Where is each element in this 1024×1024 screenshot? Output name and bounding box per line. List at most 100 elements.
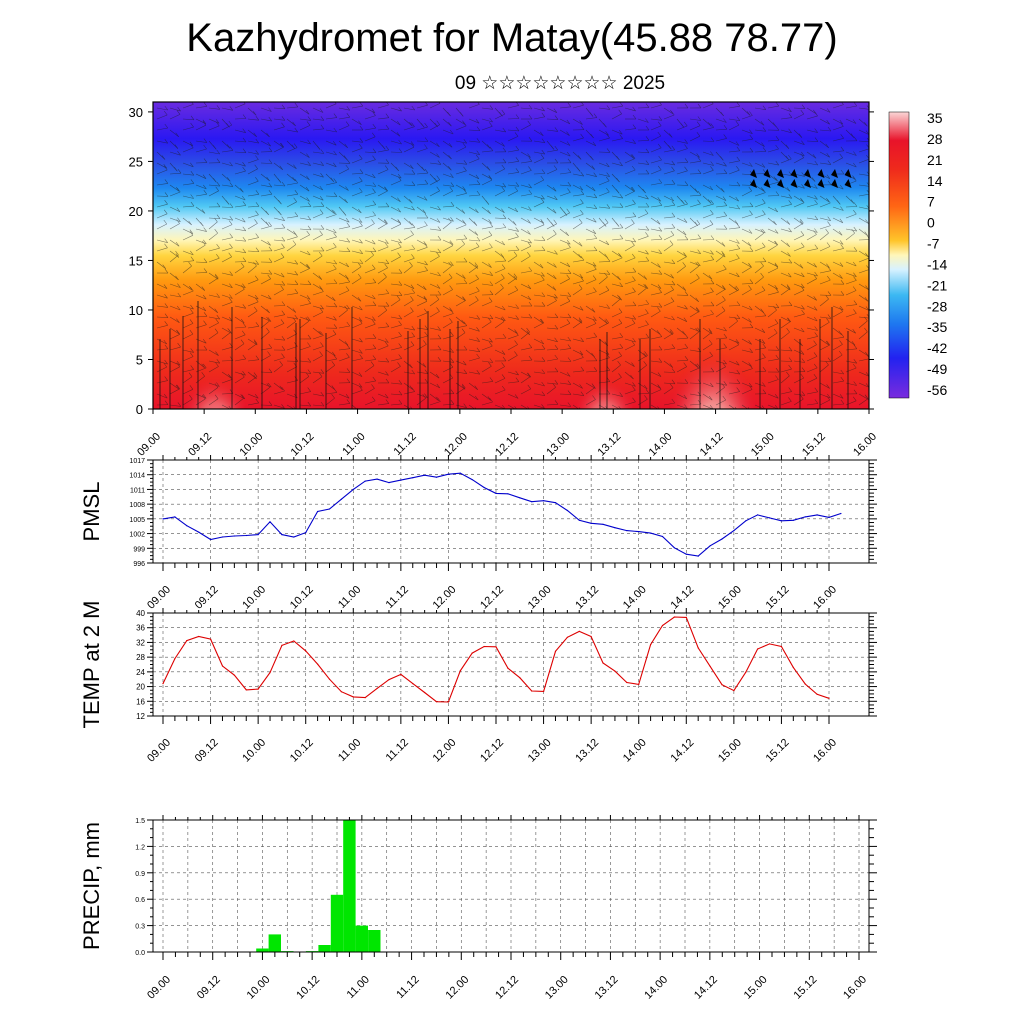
wind-barb — [442, 184, 454, 187]
wind-barb — [267, 295, 272, 300]
wind-barb — [793, 313, 805, 318]
wind-barb — [299, 217, 311, 221]
wind-barb — [266, 132, 270, 138]
wind-barb — [520, 359, 533, 362]
temp-point — [543, 690, 545, 693]
wind-barb — [780, 349, 793, 352]
wind-barb — [424, 243, 428, 248]
wind-barb — [260, 107, 272, 112]
wind-barb — [619, 161, 623, 166]
wind-barb — [728, 195, 739, 202]
wind-barb — [827, 357, 832, 362]
wind-barb — [294, 260, 299, 265]
wind-barb — [202, 306, 207, 312]
wind-barb — [761, 339, 766, 344]
wind-barb — [221, 256, 232, 263]
wind-barb — [416, 335, 428, 340]
wind-barb — [866, 189, 869, 194]
pmsl-point — [733, 530, 735, 532]
wind-barb — [345, 218, 350, 223]
wind-barb — [689, 118, 701, 121]
wind-barb — [793, 246, 805, 252]
wind-barb — [559, 393, 572, 395]
pmsl-point — [412, 477, 414, 479]
wind-barb — [286, 216, 298, 219]
wind-barb — [372, 247, 377, 252]
wind-barb — [624, 401, 636, 406]
wind-barb — [858, 257, 869, 263]
wind-barb — [775, 178, 779, 183]
wind-barb — [390, 256, 401, 263]
wind-barb — [598, 272, 610, 275]
warm-core — [185, 360, 245, 409]
wind-barb — [559, 338, 571, 342]
wind-barb — [780, 316, 791, 323]
wind-barb — [409, 199, 413, 204]
wind-barb — [780, 261, 792, 264]
x-tick-label: 15.00 — [716, 584, 744, 612]
temp-point — [828, 697, 830, 699]
wind-barb — [598, 404, 607, 409]
wind-barb — [533, 294, 545, 297]
wind-barb — [644, 209, 649, 214]
wind-barb — [182, 260, 194, 263]
wind-barb — [684, 144, 688, 149]
wind-barb — [325, 268, 337, 274]
wind-barb — [475, 208, 479, 213]
wind-barb — [416, 360, 427, 368]
wind-barb — [572, 151, 582, 160]
wind-barb — [421, 166, 425, 171]
wind-barb — [780, 217, 791, 225]
wind-barb — [299, 151, 310, 158]
wind-barb — [247, 140, 259, 144]
x-tick-label: 12.12 — [493, 431, 521, 459]
wind-barb — [286, 147, 298, 153]
wind-barb — [372, 320, 376, 325]
wind-barb — [299, 125, 311, 131]
wind-barb — [819, 270, 831, 274]
wind-barb — [247, 326, 259, 329]
wind-barb — [442, 245, 453, 252]
wind-barb — [801, 172, 805, 177]
wind-barb — [736, 223, 741, 228]
wind-barb — [398, 343, 402, 348]
wind-barb — [416, 393, 428, 398]
wind-barb — [501, 208, 505, 213]
wind-barb — [800, 327, 805, 333]
wind-barb — [593, 316, 597, 321]
wind-barb — [650, 228, 662, 232]
wind-barb — [481, 126, 493, 131]
wind-barb — [572, 213, 584, 219]
wind-barb — [312, 371, 324, 374]
wind-barb — [819, 364, 829, 373]
wind-barb — [858, 316, 869, 319]
wind-barb — [533, 224, 545, 230]
wind-barb — [330, 177, 335, 182]
wind-barb — [650, 118, 662, 121]
wind-barb — [267, 241, 271, 246]
wind-barb — [520, 255, 531, 263]
temp-point — [400, 673, 402, 676]
wind-barb — [306, 230, 310, 236]
wind-barb — [598, 180, 610, 186]
wind-barb — [663, 261, 675, 264]
wind-barb — [409, 261, 413, 267]
wind-barb — [762, 147, 767, 152]
wind-barb — [494, 287, 504, 296]
wind-barb — [554, 250, 558, 255]
wind-barb — [832, 344, 843, 351]
wind-barb — [645, 232, 649, 237]
wind-barb — [411, 332, 415, 337]
wind-barb — [189, 385, 194, 390]
y-tick-label: 0.9 — [135, 871, 145, 878]
colorbar-label: 0 — [927, 215, 935, 231]
wind-barb — [845, 105, 857, 109]
wind-barb — [598, 305, 610, 309]
wind-barb — [515, 145, 520, 151]
wind-barb — [507, 355, 518, 362]
wind-barb — [338, 309, 348, 318]
wind-barb — [429, 272, 441, 277]
wind-barb — [793, 349, 805, 355]
wind-barb — [780, 360, 793, 362]
